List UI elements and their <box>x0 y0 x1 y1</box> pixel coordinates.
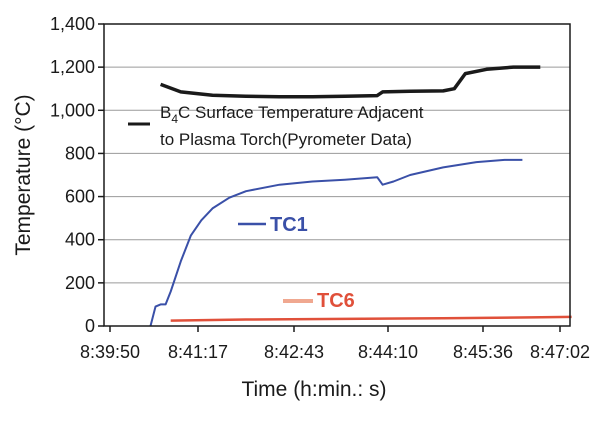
y-tick-label: 0 <box>85 316 95 336</box>
y-tick-label: 1,000 <box>50 100 95 120</box>
y-tick-label: 400 <box>65 230 95 250</box>
x-tick-label: 8:44:10 <box>358 342 418 362</box>
series-line-2 <box>149 158 523 327</box>
y-axis-title: Temperature (°C) <box>12 94 35 255</box>
y-tick-label: 600 <box>65 187 95 207</box>
y-tick-label: 200 <box>65 273 95 293</box>
y-axis-ticks: 0 200 400 600 800 1,000 1,200 1,400 <box>50 14 104 336</box>
legend-label-pyrometer-line-1: B4C Surface Temperature Adjacent <box>160 103 424 126</box>
x-tick-label: 8:39:50 <box>80 342 140 362</box>
legend-label-prefix: B <box>160 103 171 122</box>
x-tick-label: 8:47:02 <box>530 342 590 362</box>
legend-label-suffix: C Surface Temperature Adjacent <box>178 103 424 122</box>
series-line-1 <box>159 65 541 99</box>
y-tick-label: 800 <box>65 143 95 163</box>
y-tick-label: 1,200 <box>50 57 95 77</box>
x-axis-ticks: 8:39:50 8:41:17 8:42:43 8:44:10 8:45:36 8:47:… <box>80 326 590 362</box>
plot-frame <box>103 23 571 327</box>
legend-label-pyrometer-line-2: to Plasma Torch(Pyrometer Data) <box>160 130 412 149</box>
series-lines <box>149 65 572 327</box>
y-tick-label: 1,400 <box>50 14 95 34</box>
x-tick-label: 8:41:17 <box>168 342 228 362</box>
series-label-tc6: TC6 <box>317 290 355 312</box>
legend-label-subscript: 4 <box>171 112 178 126</box>
x-axis-title: Time (h:min.: s) <box>241 378 386 401</box>
legend: B4C Surface Temperature Adjacent to Plasm… <box>128 103 424 312</box>
series-label-tc1: TC1 <box>270 214 308 236</box>
x-tick-label: 8:42:43 <box>264 342 324 362</box>
x-tick-label: 8:45:36 <box>453 342 513 362</box>
series-line-3 <box>170 315 572 322</box>
gridlines <box>104 66 570 284</box>
